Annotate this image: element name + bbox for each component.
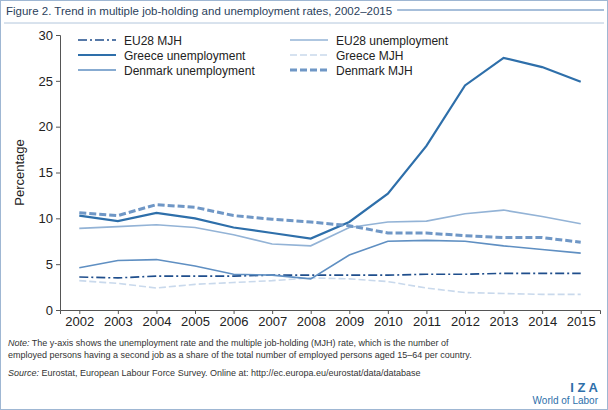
x-tick: 2007 <box>258 310 287 329</box>
x-tick: 2002 <box>65 310 94 329</box>
y-tick-mark <box>56 35 60 36</box>
legend-swatch <box>290 54 328 56</box>
frame <box>1 1 608 410</box>
x-tick: 2012 <box>451 310 480 329</box>
y-axis-line <box>56 36 61 311</box>
lines <box>79 58 580 295</box>
y-tick: 5 <box>46 257 60 272</box>
x-tick: 2006 <box>220 310 249 329</box>
x-tick-label: 2012 <box>451 314 480 329</box>
x-tick-label: 2003 <box>104 314 133 329</box>
series-line <box>79 58 580 239</box>
x-tick-label: 2014 <box>528 314 557 329</box>
legend-label: EU28 unemployment <box>336 34 449 48</box>
x-tick: 2009 <box>335 310 364 329</box>
note: employed persons having a second job as … <box>8 350 472 360</box>
legend-label: Denmark unemployment <box>124 64 255 78</box>
y-tick-mark <box>56 310 60 311</box>
x-tick-label: 2015 <box>567 314 596 329</box>
y-tick-label: 0 <box>46 303 53 318</box>
logo-text: World of Labor <box>533 395 599 406</box>
note-text: The y-axis shows the unemployment rate a… <box>32 338 449 348</box>
legend: EU28 MJH EU28 unemployment Greece unemploy… <box>78 34 449 78</box>
legend-item: Denmark MJH <box>290 64 413 78</box>
y-tick-mark <box>56 81 60 82</box>
note-label: Note: <box>8 338 30 348</box>
y-tick: 30 <box>39 28 60 43</box>
series-line <box>79 273 580 278</box>
x-tick-label: 2007 <box>258 314 287 329</box>
x-tick-label: 2011 <box>413 314 441 329</box>
legend-swatch <box>78 69 116 71</box>
title-rule <box>397 10 604 11</box>
title-separator <box>4 23 604 24</box>
x-tick: 2003 <box>104 310 133 329</box>
legend-swatch <box>290 39 328 41</box>
x-tick: 2008 <box>297 310 326 329</box>
y-tick: 10 <box>39 211 60 226</box>
chart: Figure 2. Trend in multiple job-holding … <box>0 0 608 410</box>
y-tick-label: 10 <box>39 211 53 226</box>
legend-label: Greece unemployment <box>124 49 246 63</box>
y-tick: 20 <box>39 119 60 134</box>
y-axis: 0 5 10 15 20 25 30 <box>39 28 61 318</box>
x-tick-label: 2002 <box>65 314 94 329</box>
series-line <box>79 240 580 279</box>
y-tick-mark <box>56 264 60 265</box>
x-tick-label: 2009 <box>335 314 364 329</box>
x-tick: 2013 <box>490 310 519 329</box>
source: Source: Eurostat, European Labour Force … <box>8 368 421 378</box>
x-tick: 2011 <box>413 310 441 329</box>
x-tick-label: 2006 <box>220 314 249 329</box>
x-axis: 2002 2003 2004 2005 2006 2007 2008 2009 2010 2011… <box>61 310 601 329</box>
legend-item: EU28 MJH <box>78 34 182 48</box>
y-tick: 25 <box>39 73 60 88</box>
title: Figure 2. Trend in multiple job-holding … <box>6 5 392 17</box>
x-tick: 2004 <box>142 310 171 329</box>
series-line <box>79 210 580 246</box>
y-tick-label: 5 <box>46 257 53 272</box>
note: Note: The y-axis shows the unemployment … <box>8 338 449 348</box>
x-tick-label: 2004 <box>142 314 171 329</box>
legend-item: EU28 unemployment <box>290 34 449 48</box>
legend-label: Denmark MJH <box>336 64 413 78</box>
legend-swatch <box>78 39 116 41</box>
y-tick-label: 30 <box>39 28 53 43</box>
y-tick-label: 15 <box>39 165 53 180</box>
y-tick-label: 20 <box>39 119 53 134</box>
legend-swatch <box>290 69 328 72</box>
y-axis-title: Percentage <box>12 139 27 206</box>
x-tick-label: 2013 <box>490 314 519 329</box>
x-tick: 2015 <box>567 310 596 329</box>
y-tick-mark <box>56 218 60 219</box>
y-tick-mark <box>56 127 60 128</box>
x-tick-label: 2010 <box>374 314 403 329</box>
note-text: employed persons having a second job as … <box>8 350 472 360</box>
x-tick-label: 2008 <box>297 314 326 329</box>
y-tick: 15 <box>39 165 60 180</box>
x-tick: 2005 <box>181 310 210 329</box>
logo-mark: I Z A <box>570 380 598 395</box>
y-tick-label: 25 <box>39 73 53 88</box>
legend-item: Greece unemployment <box>78 49 246 63</box>
legend-item: Denmark unemployment <box>78 64 255 78</box>
legend-label: EU28 MJH <box>124 34 182 48</box>
legend-label: Greece MJH <box>336 49 403 63</box>
series-line <box>79 205 580 243</box>
series-line <box>79 278 580 295</box>
x-tick: 2010 <box>374 310 403 329</box>
x-tick-label: 2005 <box>181 314 210 329</box>
source-text: Eurostat, European Labour Force Survey. … <box>42 368 421 378</box>
source-label: Source: <box>8 368 40 378</box>
y-tick-mark <box>56 173 60 174</box>
y-tick: 0 <box>46 303 60 318</box>
legend-item: Greece MJH <box>290 49 403 63</box>
legend-swatch <box>78 54 116 56</box>
x-tick: 2014 <box>528 310 557 329</box>
